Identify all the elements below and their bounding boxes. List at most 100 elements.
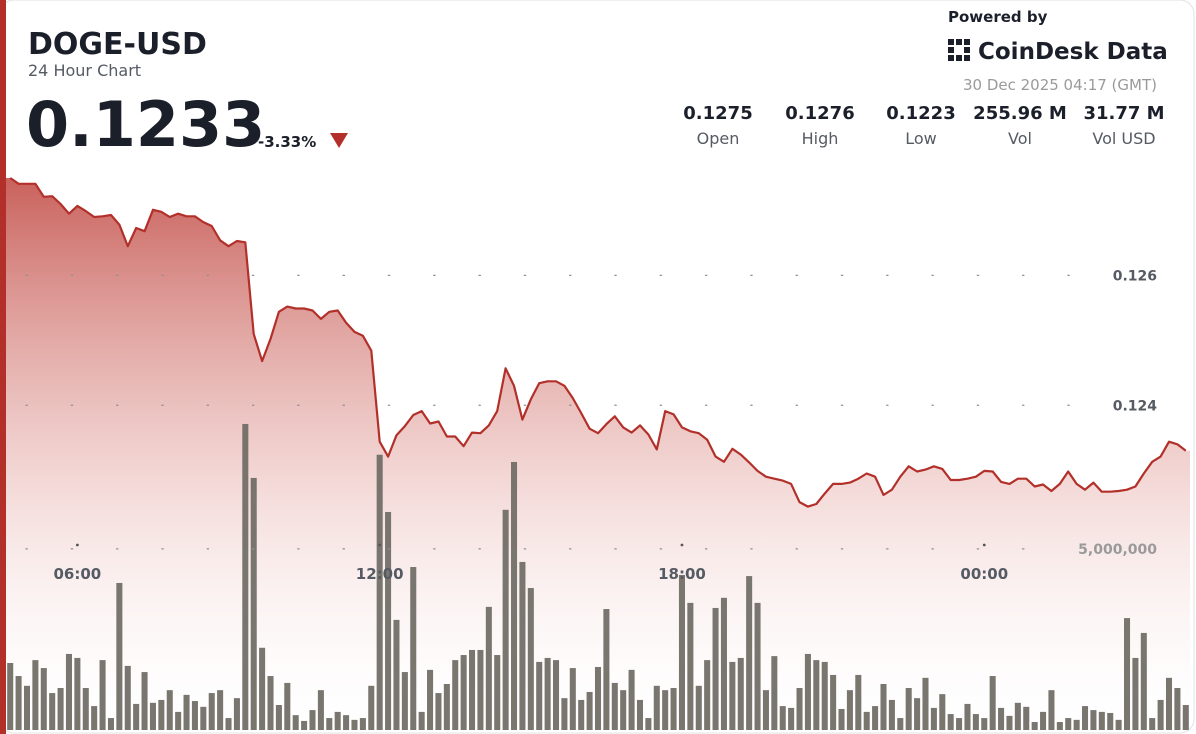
- volume-bar: [368, 685, 375, 730]
- volume-bar: [452, 660, 459, 730]
- volume-bar: [99, 660, 106, 730]
- volume-bar: [267, 676, 274, 730]
- bar-layer: [7, 423, 1189, 730]
- volume-bar: [233, 698, 240, 730]
- volume-bar: [1090, 710, 1097, 730]
- stat-value: 0.1275: [683, 103, 752, 124]
- volume-bar: [250, 477, 257, 730]
- volume-bar: [1132, 657, 1139, 730]
- x-tick-label: 00:00: [960, 565, 1008, 583]
- stat-value: 31.77 M: [1083, 103, 1164, 124]
- volume-bar: [1073, 719, 1080, 730]
- volume-bar: [964, 703, 971, 730]
- volume-bar: [494, 655, 501, 730]
- volume-bar: [116, 582, 123, 730]
- volume-bar: [821, 661, 828, 730]
- volume-bar: [662, 690, 669, 730]
- volume-bar: [527, 588, 534, 730]
- volume-bar: [939, 694, 946, 730]
- volume-bar: [107, 718, 114, 730]
- volume-bar: [922, 677, 929, 730]
- volume-bar: [838, 708, 845, 730]
- x-tick-mark: [680, 543, 684, 547]
- volume-bar: [846, 690, 853, 730]
- volume-bar: [401, 672, 408, 730]
- volume-bar: [855, 674, 862, 730]
- volume-bar: [880, 684, 887, 730]
- volume-bar: [284, 682, 291, 730]
- volume-bar: [393, 619, 400, 730]
- stat-value: 0.1276: [785, 103, 854, 124]
- volume-bar: [695, 685, 702, 730]
- volume-bar: [813, 660, 820, 730]
- timestamp: 30 Dec 2025 04:17 (GMT): [963, 76, 1157, 94]
- volume-bar: [687, 602, 694, 730]
- volume-bar: [133, 703, 140, 730]
- volume-bar: [981, 718, 988, 730]
- price-area: [6, 178, 1190, 730]
- x-tick-label: 06:00: [54, 565, 102, 583]
- volume-bar: [334, 711, 341, 730]
- brand-icon: [948, 39, 970, 61]
- volume-bar: [91, 706, 98, 730]
- volume-bar: [410, 567, 417, 730]
- volume-bar: [1098, 711, 1105, 730]
- volume-bar: [1157, 699, 1164, 730]
- volume-bar: [536, 661, 543, 730]
- volume-bar: [754, 602, 761, 730]
- volume-bar: [359, 718, 366, 730]
- volume-bar: [208, 693, 215, 730]
- volume-bar: [7, 662, 14, 730]
- volume-bar: [561, 698, 568, 730]
- volume-bar: [1006, 715, 1013, 730]
- volume-bar: [1140, 632, 1147, 730]
- x-tick-mark: [378, 543, 382, 547]
- volume-bar: [40, 668, 47, 730]
- volume-bar: [569, 668, 576, 730]
- volume-bar: [628, 669, 635, 730]
- change: -3.33%: [258, 133, 316, 151]
- volume-bar: [930, 707, 937, 730]
- volume-bar: [57, 687, 64, 730]
- volume-bar: [578, 699, 585, 730]
- accent-strip: [0, 0, 6, 734]
- volume-bar: [275, 705, 282, 730]
- area-layer: [6, 178, 1190, 730]
- volume-bar: [1174, 687, 1181, 730]
- volume-bar: [376, 454, 383, 730]
- down-arrow: [330, 133, 348, 148]
- volume-bar: [746, 576, 753, 730]
- volume-bar: [217, 690, 224, 730]
- volume-bar: [863, 711, 870, 730]
- volume-bar: [1056, 722, 1063, 730]
- volume-bar: [65, 653, 73, 730]
- volume-bar: [989, 676, 996, 730]
- volume-bar: [779, 706, 786, 730]
- volume-bar: [23, 685, 31, 730]
- volume-bar: [317, 690, 324, 730]
- volume-bar: [762, 690, 769, 730]
- volume-bar: [326, 718, 333, 730]
- volume-bar: [49, 693, 56, 730]
- volume-bar: [796, 687, 803, 730]
- volume-bar: [788, 707, 795, 730]
- volume-bar: [771, 656, 778, 730]
- volume-bar: [1107, 712, 1114, 730]
- brand: CoinDesk Data: [978, 39, 1168, 65]
- volume-bar: [998, 707, 1005, 730]
- volume-bar: [1048, 690, 1055, 730]
- volume-bar: [351, 719, 358, 730]
- volume-bar: [603, 609, 610, 730]
- volume-bar: [511, 461, 518, 730]
- volume-bar: [469, 649, 476, 730]
- volume-bar: [804, 653, 811, 730]
- volume-bar: [947, 714, 954, 730]
- volume-bar: [704, 660, 711, 730]
- volume-bar: [611, 682, 618, 730]
- volume-bar: [485, 606, 492, 730]
- volume-bar: [1065, 718, 1072, 730]
- price: 0.1233: [26, 88, 265, 161]
- volume-bar: [1182, 705, 1189, 730]
- volume-bar: [594, 666, 602, 730]
- volume-bar: [309, 710, 316, 730]
